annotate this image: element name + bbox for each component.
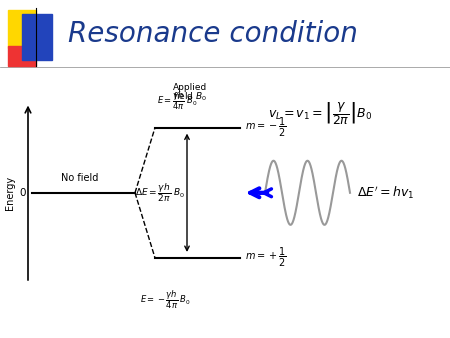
Text: $\Delta E = \dfrac{\gamma h}{2\pi}\ B_0$: $\Delta E = \dfrac{\gamma h}{2\pi}\ B_0$ <box>135 182 185 204</box>
Text: $m = -\dfrac{1}{2}$: $m = -\dfrac{1}{2}$ <box>245 116 287 139</box>
Text: $E = -\dfrac{\gamma h}{4\pi}\ B_0$: $E = -\dfrac{\gamma h}{4\pi}\ B_0$ <box>140 288 191 311</box>
Bar <box>22 14 52 59</box>
Text: field $B_0$: field $B_0$ <box>173 91 207 103</box>
Bar <box>8 10 36 48</box>
Text: 0: 0 <box>19 188 26 198</box>
Text: $\Delta E^{\prime} = hv_1$: $\Delta E^{\prime} = hv_1$ <box>357 185 414 201</box>
Text: Applied: Applied <box>173 82 207 92</box>
Text: Energy: Energy <box>5 176 15 210</box>
Text: $E = \dfrac{\gamma h}{4\pi}\ B_0$: $E = \dfrac{\gamma h}{4\pi}\ B_0$ <box>157 89 198 112</box>
Text: Resonance condition: Resonance condition <box>68 20 358 48</box>
Text: No field: No field <box>61 173 99 183</box>
Text: $m = +\dfrac{1}{2}$: $m = +\dfrac{1}{2}$ <box>245 246 287 269</box>
Bar <box>8 46 36 66</box>
Text: $v_L = v_1 = \left|\dfrac{\gamma}{2\pi}\right| B_0$: $v_L = v_1 = \left|\dfrac{\gamma}{2\pi}\… <box>268 100 372 126</box>
